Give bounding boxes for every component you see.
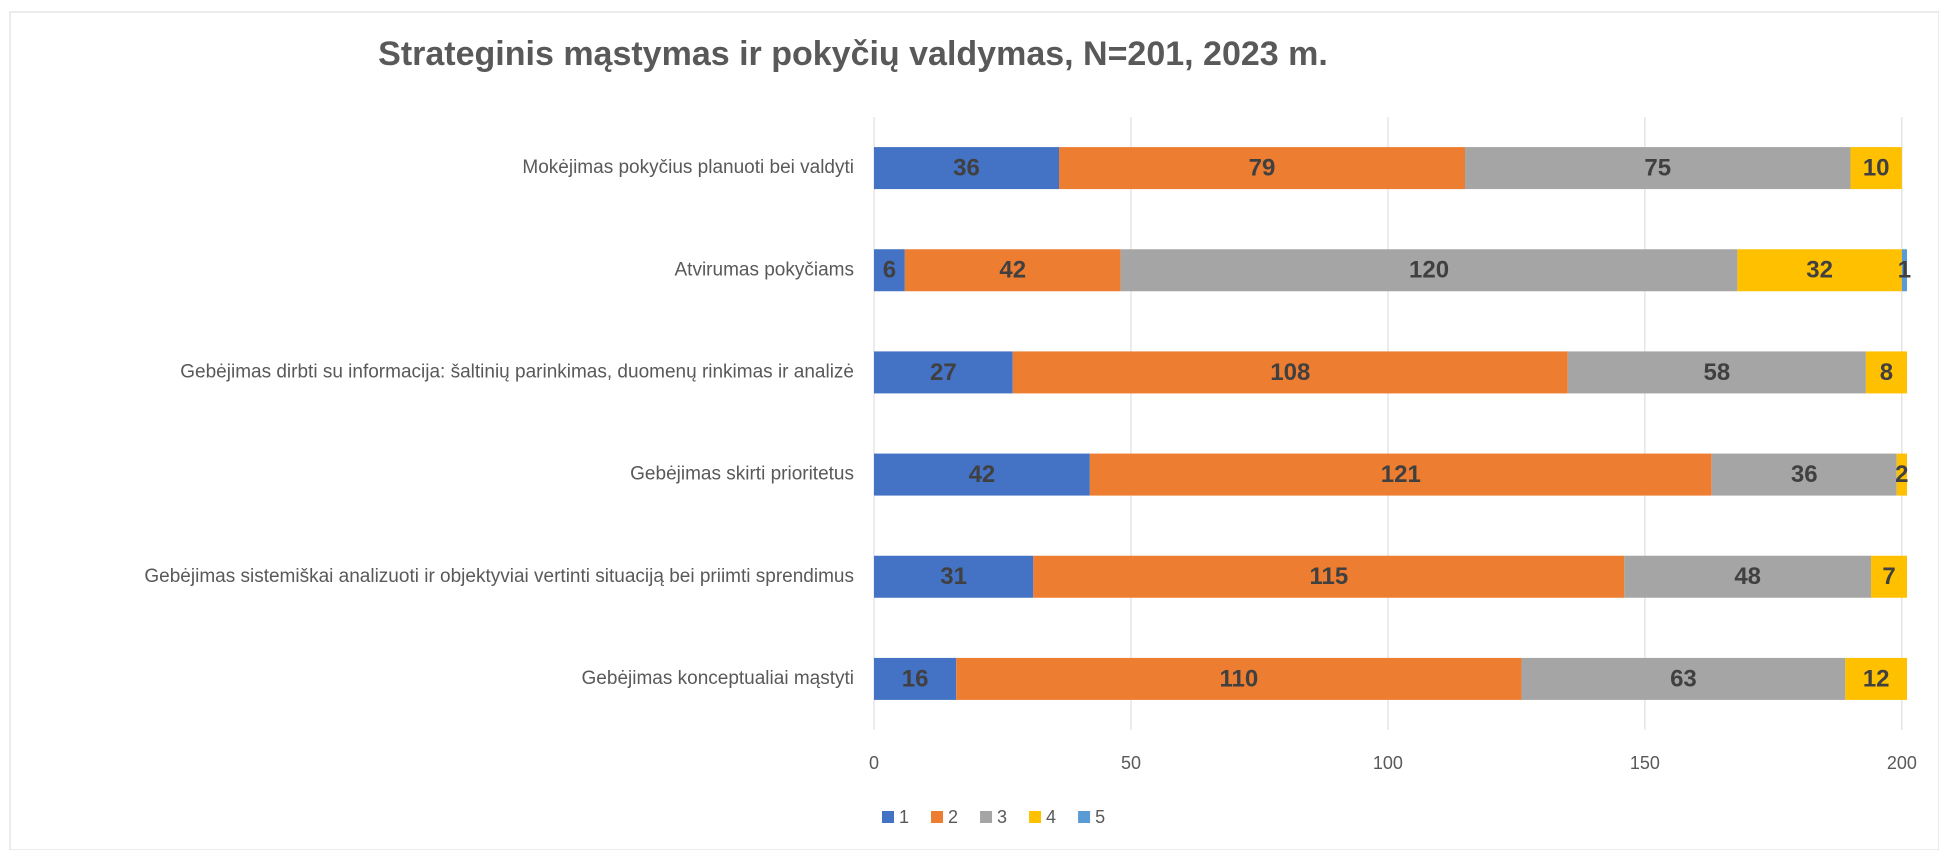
- data-label: 32: [1806, 257, 1833, 284]
- data-label: 42: [999, 257, 1026, 284]
- bar-segment: [1901, 249, 1907, 292]
- data-label: 121: [1381, 461, 1421, 488]
- data-label: 27: [930, 359, 957, 386]
- data-label: 75: [1644, 154, 1671, 181]
- y-tick-label: Atvirumas pokyčiams: [675, 259, 855, 280]
- bar-segment: [1737, 249, 1902, 292]
- x-tick-label: 100: [1373, 753, 1403, 773]
- legend-swatch: [882, 811, 894, 823]
- data-label: 1: [1898, 257, 1911, 284]
- bar-segment: [1089, 453, 1712, 496]
- data-label: 2: [1895, 461, 1908, 488]
- bar-segment: [1120, 249, 1738, 292]
- data-label: 6: [883, 257, 896, 284]
- chart-border: [9, 11, 1939, 850]
- bar-segment: [1012, 351, 1568, 394]
- bar-segment: [874, 249, 905, 292]
- legend-label: 4: [1046, 807, 1056, 827]
- legend-swatch: [980, 811, 993, 823]
- legend-swatch: [1078, 811, 1091, 823]
- data-label: 63: [1670, 665, 1697, 692]
- legend-swatch: [1029, 811, 1042, 823]
- data-label: 10: [1863, 154, 1890, 181]
- x-tick-label: 150: [1630, 753, 1660, 773]
- x-tick-label: 200: [1887, 753, 1917, 773]
- bar-segment: [874, 351, 1013, 394]
- bar-segment: [874, 147, 1060, 190]
- data-label: 79: [1249, 154, 1276, 181]
- legend-label: 3: [997, 807, 1007, 827]
- bar-segment: [1624, 555, 1872, 598]
- x-tick-label: 50: [1121, 753, 1141, 773]
- y-tick-label: Gebėjimas konceptualiai mąstyti: [582, 668, 854, 689]
- data-label: 48: [1734, 563, 1761, 590]
- bar-segment: [1567, 351, 1866, 394]
- bar-segment: [1871, 555, 1907, 598]
- bar-segment: [1465, 147, 1851, 190]
- y-tick-label: Mokėjimas pokyčius planuoti bei valdyti: [522, 157, 854, 178]
- data-label: 108: [1270, 359, 1310, 386]
- data-label: 8: [1880, 359, 1893, 386]
- legend-swatch: [931, 811, 944, 823]
- data-label: 58: [1703, 359, 1730, 386]
- x-tick-label: 0: [869, 753, 879, 773]
- data-label: 12: [1863, 665, 1890, 692]
- legend-label: 5: [1095, 807, 1105, 827]
- data-label: 36: [953, 154, 980, 181]
- data-label: 120: [1409, 257, 1449, 284]
- bar-segment: [1059, 147, 1466, 190]
- bar-segment: [1845, 657, 1907, 700]
- y-tick-label: Gebėjimas sistemiškai analizuoti ir obje…: [144, 566, 854, 587]
- bar-segment: [1896, 453, 1907, 496]
- bar-segment: [904, 249, 1121, 292]
- bar-segment: [1865, 351, 1907, 394]
- bar-segment: [874, 453, 1090, 496]
- bar-segment: [874, 555, 1034, 598]
- y-tick-label: Gebėjimas skirti prioritetus: [630, 464, 854, 485]
- data-label: 31: [940, 563, 967, 590]
- chart-title: Strateginis mąstymas ir pokyčių valdymas…: [378, 35, 1328, 73]
- y-tick-label: Gebėjimas dirbti su informacija: šaltini…: [180, 361, 854, 382]
- bar-segment: [1711, 453, 1897, 496]
- legend-label: 1: [899, 807, 909, 827]
- bar-segment: [874, 657, 957, 700]
- bar-segment: [1521, 657, 1846, 700]
- bar-segment: [956, 657, 1522, 700]
- data-label: 115: [1309, 563, 1348, 590]
- data-label: 110: [1220, 665, 1259, 692]
- data-label: 36: [1791, 461, 1818, 488]
- data-label: 7: [1882, 563, 1895, 590]
- bar-segment: [1850, 147, 1902, 190]
- data-label: 42: [969, 461, 996, 488]
- data-label: 16: [902, 665, 929, 692]
- legend-label: 2: [948, 807, 958, 827]
- bar-segment: [1033, 555, 1625, 598]
